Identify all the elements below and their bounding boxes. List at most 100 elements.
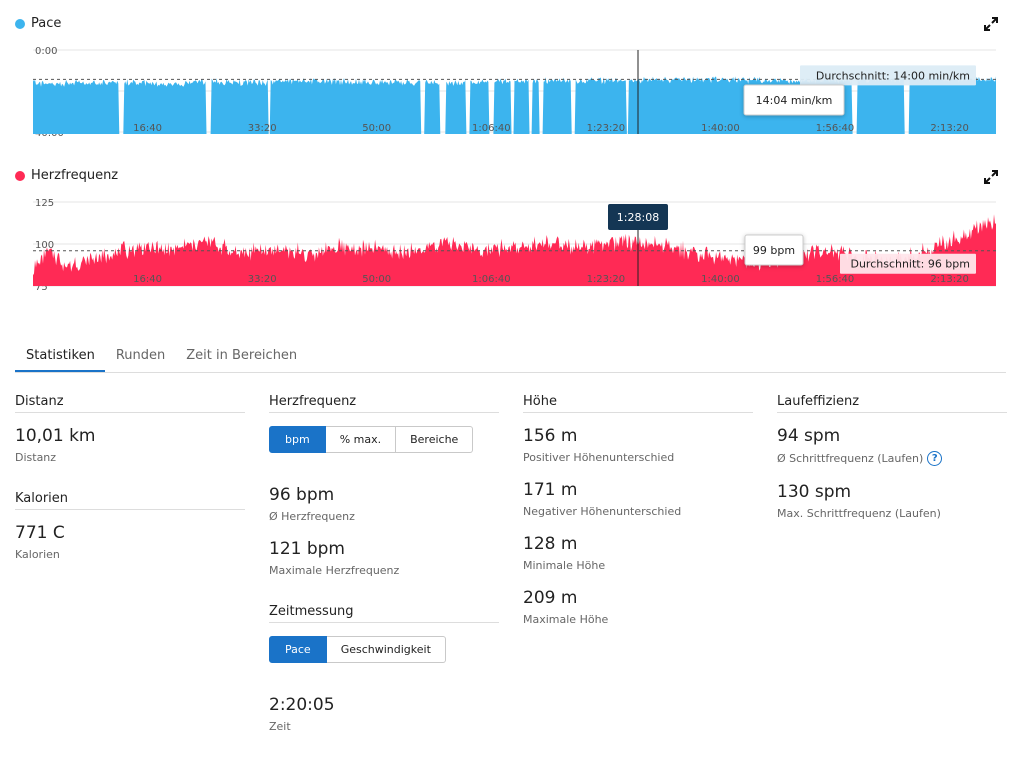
average-label-text: Durchschnitt: 96 bpm	[850, 258, 970, 271]
timing-mode-toggle: Pace Geschwindigkeit	[269, 636, 499, 663]
stat-value: 771 C	[15, 523, 65, 543]
x-tick-label: 16:40	[133, 123, 162, 134]
cursor-time-badge: 1:28:08	[608, 204, 668, 230]
stat-value: 2:20:05	[269, 695, 335, 715]
stat-value: 156 m	[523, 426, 578, 446]
x-tick-label: 50:00	[362, 123, 391, 134]
stat-kalorien: 771 C Kalorien	[15, 523, 245, 561]
x-tick-label: 2:13:20	[930, 274, 969, 285]
pace-chart-panel: Pace 0:0020:0040:0016:4033:2050:001:06:4…	[0, 0, 1010, 140]
stats-column-1: Distanz 10,01 km Distanz Kalorien 771 C …	[15, 394, 245, 577]
x-tick-label: 1:06:40	[472, 274, 511, 285]
stat-max-cadence: 130 spm Max. Schrittfrequenz (Laufen)	[777, 482, 1007, 520]
x-tick-label: 2:13:20	[930, 123, 969, 134]
cursor-tooltip: 14:04 min/km	[743, 84, 845, 116]
stats-column-4: Laufeffizienz 94 spm Ø Schrittfrequenz (…	[777, 394, 1007, 536]
cursor-tooltip-text: 99 bpm	[753, 244, 795, 257]
stats-column-2: Herzfrequenz bpm % max. Bereiche 96 bpm …	[269, 394, 499, 749]
stat-value: 128 m	[523, 534, 578, 554]
stat-zeit: 2:20:05 Zeit	[269, 695, 499, 733]
stat-min-elevation: 128 m Minimale Höhe	[523, 534, 753, 572]
pace-button[interactable]: Pace	[269, 636, 327, 663]
pace-chart[interactable]: 0:0020:0040:0016:4033:2050:001:06:401:23…	[0, 40, 1010, 140]
stat-label: Ø Herzfrequenz	[269, 510, 355, 523]
x-tick-label: 1:40:00	[701, 274, 740, 285]
stat-value: 209 m	[523, 588, 578, 608]
stat-label: Maximale Herzfrequenz	[269, 564, 400, 577]
help-icon[interactable]: ?	[927, 451, 943, 466]
stat-avg-hr: 96 bpm Ø Herzfrequenz	[269, 485, 499, 523]
stat-max-hr: 121 bpm Maximale Herzfrequenz	[269, 539, 499, 577]
stat-value: 130 spm	[777, 482, 852, 502]
y-tick-label: 100	[35, 240, 54, 251]
stat-elevation-loss: 171 m Negativer Höhenunterschied	[523, 480, 753, 518]
stat-avg-cadence: 94 spm Ø Schrittfrequenz (Laufen) ?	[777, 426, 1007, 466]
stat-label: Negativer Höhenunterschied	[523, 505, 682, 518]
y-tick-label: 75	[35, 282, 48, 293]
y-tick-label: 0:00	[35, 46, 57, 57]
hr-unit-toggle: bpm % max. Bereiche	[269, 426, 499, 453]
x-tick-label: 1:56:40	[816, 274, 855, 285]
tab-runden[interactable]: Runden	[115, 348, 166, 363]
speed-button[interactable]: Geschwindigkeit	[326, 636, 446, 663]
average-label: Durchschnitt: 14:00 min/km	[800, 65, 976, 86]
section-heading-hoehe: Höhe	[523, 394, 753, 413]
average-label-bg	[800, 65, 976, 86]
pace-title-text: Pace	[31, 16, 62, 31]
hr-legend-dot	[15, 170, 25, 181]
pace-chart-title: Pace	[15, 16, 61, 31]
section-heading-laufeffizienz: Laufeffizienz	[777, 394, 1007, 413]
stat-label: Positiver Höhenunterschied	[523, 451, 675, 464]
cursor-tooltip-text: 14:04 min/km	[756, 94, 833, 107]
x-tick-label: 1:40:00	[701, 123, 740, 134]
stats-column-3: Höhe 156 m Positiver Höhenunterschied 17…	[523, 394, 753, 642]
hr-chart-panel: Herzfrequenz 125 100 75 16:40 33:20 50:00 1:06…	[0, 160, 1010, 295]
tab-statistiken[interactable]: Statistiken	[15, 340, 105, 372]
average-label-text: Durchschnitt: 14:00 min/km	[816, 69, 970, 82]
zones-button[interactable]: Bereiche	[396, 426, 474, 453]
stat-max-elevation: 209 m Maximale Höhe	[523, 588, 753, 626]
x-tick-label: 1:23:20	[587, 274, 626, 285]
expand-icon[interactable]	[984, 170, 998, 184]
x-tick-label: 1:56:40	[816, 123, 855, 134]
hr-chart-title: Herzfrequenz	[15, 168, 118, 183]
tab-bar: Statistiken Runden Zeit in Bereichen	[15, 340, 1006, 373]
hr-title-text: Herzfrequenz	[31, 168, 119, 183]
stat-value: 96 bpm	[269, 485, 335, 505]
percent-max-button[interactable]: % max.	[325, 426, 397, 453]
stat-value: 171 m	[523, 480, 578, 500]
average-label: Durchschnitt: 96 bpm	[840, 253, 976, 274]
cursor-tooltip-bg	[744, 234, 804, 266]
stat-label: Zeit	[269, 720, 291, 733]
stat-label: Minimale Höhe	[523, 559, 606, 572]
x-tick-label: 33:20	[248, 274, 277, 285]
pace-legend-dot	[15, 18, 25, 29]
tab-zeit-in-bereichen[interactable]: Zeit in Bereichen	[186, 348, 298, 363]
y-tick-label: 125	[35, 198, 54, 209]
stat-value: 94 spm	[777, 426, 841, 446]
stat-label-text: Ø Schrittfrequenz (Laufen)	[777, 452, 924, 465]
hr-chart[interactable]: 125 100 75 16:40 33:20 50:00 1:06:40 1:23:20 1:4…	[0, 192, 1010, 297]
stat-label: Max. Schrittfrequenz (Laufen)	[777, 507, 941, 520]
cursor-tooltip: 99 bpm	[744, 234, 804, 266]
cursor-time-bg	[608, 204, 668, 230]
stat-label: Kalorien	[15, 548, 60, 561]
stat-value: 121 bpm	[269, 539, 345, 559]
bpm-button[interactable]: bpm	[269, 426, 326, 453]
stat-label: Distanz	[15, 451, 57, 464]
stat-distanz: 10,01 km Distanz	[15, 426, 245, 464]
stat-label: Maximale Höhe	[523, 613, 609, 626]
x-tick-label: 16:40	[133, 274, 162, 285]
series-area	[33, 214, 996, 286]
stat-elevation-gain: 156 m Positiver Höhenunterschied	[523, 426, 753, 464]
cursor-tooltip-bg	[743, 84, 845, 116]
average-label-bg	[840, 253, 976, 274]
section-heading-herzfrequenz: Herzfrequenz	[269, 394, 499, 413]
x-tick-label: 50:00	[362, 274, 391, 285]
x-tick-label: 1:23:20	[587, 123, 626, 134]
expand-icon[interactable]	[984, 17, 998, 31]
x-tick-label: 1:06:40	[472, 123, 511, 134]
section-heading-distanz: Distanz	[15, 394, 245, 413]
section-heading-zeitmessung: Zeitmessung	[269, 604, 499, 623]
stat-label: Ø Schrittfrequenz (Laufen) ?	[777, 451, 1007, 466]
